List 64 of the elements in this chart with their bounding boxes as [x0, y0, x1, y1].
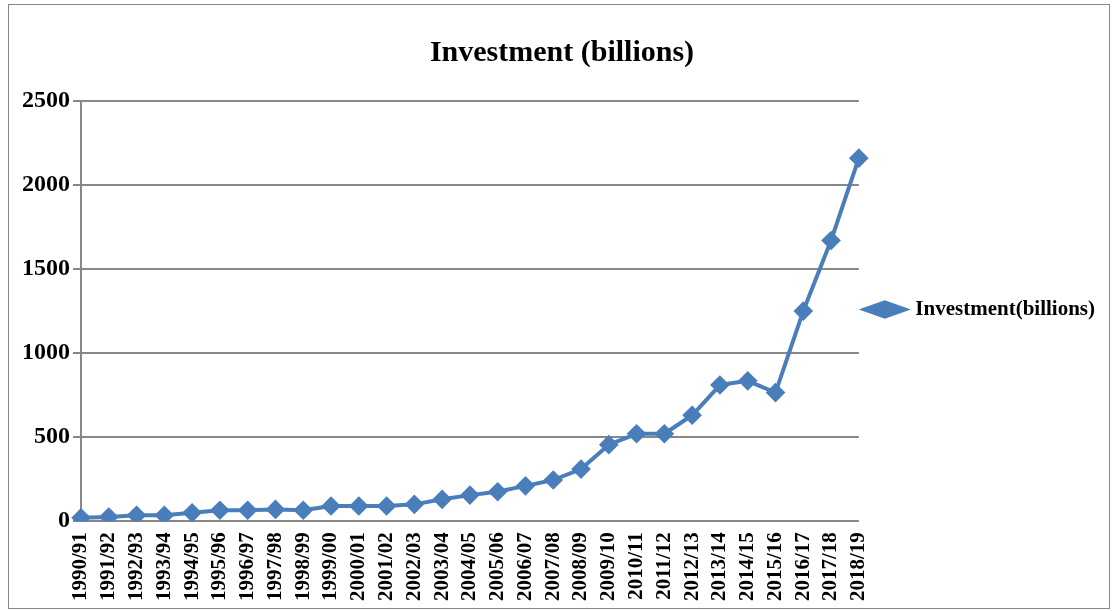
point	[155, 506, 174, 522]
point	[794, 302, 813, 321]
chart-title: Investment (billions)	[429, 33, 695, 68]
x-tick-label: 1996/97	[234, 532, 259, 602]
point	[294, 501, 313, 520]
point	[766, 383, 785, 402]
x-tick-label: 2014/15	[734, 532, 759, 602]
point	[322, 497, 341, 516]
point	[683, 406, 702, 425]
y-tick-label: 1000	[22, 338, 70, 365]
point	[405, 495, 424, 514]
x-tick-label: 2011/12	[650, 532, 675, 600]
point	[377, 497, 396, 516]
x-tick-label: 1998/99	[289, 532, 314, 602]
point	[544, 470, 563, 489]
x-tick-label: 1999/00	[317, 532, 342, 602]
x-tick-label: 1993/94	[150, 531, 175, 602]
point	[655, 424, 674, 443]
x-tick-label: 2018/19	[845, 532, 870, 602]
point	[627, 424, 646, 443]
x-tick-label: 2010/11	[623, 532, 648, 600]
x-tick-label: 1992/93	[122, 532, 147, 602]
x-tick-label: 2013/14	[706, 531, 731, 602]
x-tick-label: 1997/98	[261, 532, 286, 602]
y-tick-label: 500	[34, 422, 70, 449]
point	[183, 503, 202, 522]
x-tick-label: 2006/07	[511, 532, 536, 602]
x-tick-label: 2001/02	[372, 532, 397, 602]
point	[433, 490, 452, 509]
x-tick-label: 1991/92	[95, 532, 120, 602]
x-tick-label: 2005/06	[484, 532, 509, 602]
point	[572, 460, 591, 479]
point	[516, 476, 535, 495]
x-tick-label: 2009/10	[595, 532, 620, 602]
y-tick-label: 2500	[22, 86, 70, 113]
point	[599, 435, 618, 454]
x-tick-label: 2016/17	[789, 532, 814, 602]
legend-label: Investment(billions)	[915, 295, 1096, 320]
point	[738, 371, 757, 390]
point	[210, 501, 229, 520]
point	[849, 149, 868, 168]
x-tick-label: 2002/03	[400, 532, 425, 602]
y-tick-label: 1500	[22, 254, 70, 281]
point	[822, 231, 841, 250]
point	[710, 376, 729, 395]
point	[349, 497, 368, 516]
x-tick-label: 1990/91	[67, 532, 92, 602]
x-tick-label: 2000/01	[345, 532, 370, 602]
point	[460, 486, 479, 505]
x-tick-label: 2008/09	[567, 532, 592, 602]
x-tick-label: 1994/95	[178, 532, 203, 602]
x-tick-label: 2004/05	[456, 532, 481, 602]
x-tick-label: 2007/08	[539, 532, 564, 602]
y-tick-label: 0	[58, 506, 70, 533]
point	[488, 482, 507, 501]
x-tick-label: 1995/96	[206, 532, 231, 602]
x-tick-label: 2003/04	[428, 531, 453, 602]
x-tick-label: 2015/16	[761, 532, 786, 602]
point	[238, 501, 257, 520]
x-tick-label: 2012/13	[678, 532, 703, 602]
point	[266, 500, 285, 519]
x-tick-label: 2017/18	[817, 532, 842, 602]
point	[127, 506, 146, 522]
y-tick-label: 2000	[22, 170, 70, 197]
